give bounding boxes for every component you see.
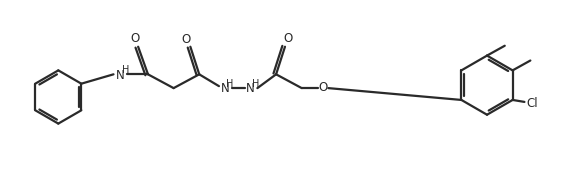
Text: O: O (284, 32, 293, 45)
Text: O: O (182, 33, 191, 46)
Text: H: H (226, 79, 234, 89)
Text: O: O (130, 32, 140, 45)
Text: Cl: Cl (527, 97, 538, 110)
Text: H: H (252, 79, 259, 89)
Text: H: H (122, 65, 129, 75)
Text: N: N (116, 69, 125, 82)
Text: N: N (246, 82, 255, 95)
Text: N: N (221, 82, 229, 95)
Text: O: O (319, 81, 328, 94)
